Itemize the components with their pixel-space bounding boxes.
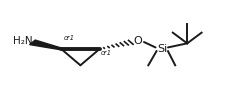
Text: or1: or1 [64,35,75,41]
Text: O: O [134,36,142,46]
Text: H₂N: H₂N [13,36,33,46]
Polygon shape [30,40,62,50]
Text: or1: or1 [101,50,112,57]
Text: Si: Si [157,44,167,54]
